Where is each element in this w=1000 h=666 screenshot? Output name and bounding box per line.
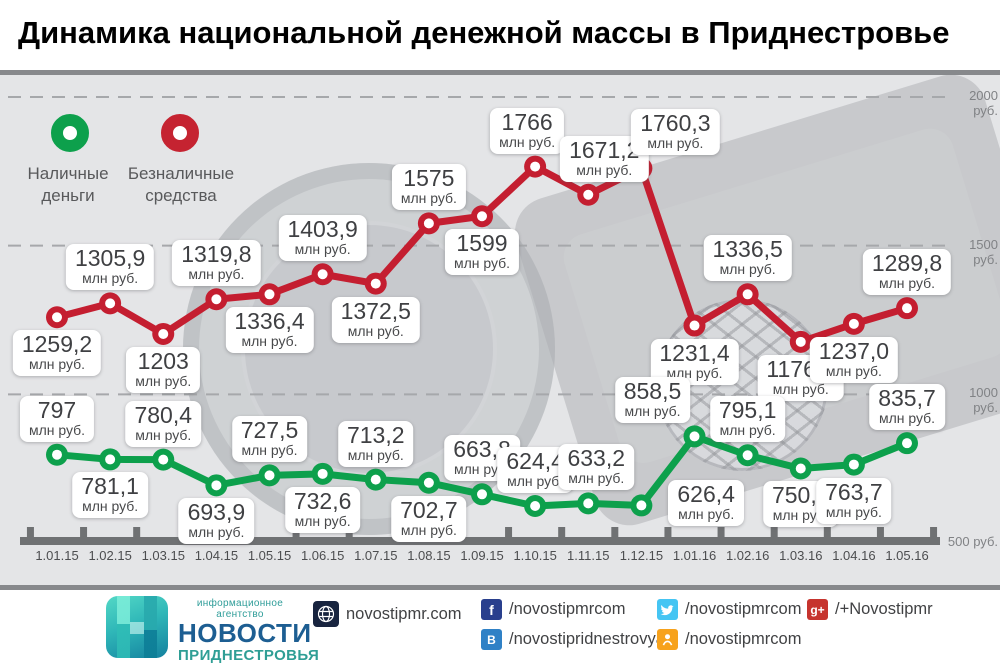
website-link[interactable]: novostipmr.com <box>313 601 462 627</box>
agency-name: НОВОСТИ <box>178 618 312 648</box>
agency-logo-text: информационное агентство НОВОСТИ ПРИДНЕС… <box>178 596 320 664</box>
divider-bottom <box>0 585 1000 590</box>
odnoklassniki-handle: /novostipmrcom <box>685 630 802 648</box>
google-plus-handle: /+Novostipmr <box>835 600 933 618</box>
agency-logo-icon <box>106 596 168 658</box>
noncash-legend-label: Безналичные средства <box>127 164 235 205</box>
agency-tagline: информационное агентство <box>196 598 284 620</box>
x-axis-tick <box>80 527 88 537</box>
facebook-icon: f <box>481 599 502 620</box>
cash-legend-marker <box>51 114 89 152</box>
facebook-link[interactable]: f /novostipmrcom <box>481 599 625 620</box>
twitter-link[interactable]: /novostipmrcom <box>657 599 801 620</box>
chart-legend: Наличные деньги Безналичные средства <box>0 75 1000 585</box>
vk-icon: В <box>481 629 502 650</box>
x-axis-tick <box>26 527 34 537</box>
divider-top <box>0 70 1000 75</box>
x-axis-tick <box>133 527 141 537</box>
noncash-legend-marker <box>161 114 199 152</box>
google-plus-icon: g+ <box>807 599 828 620</box>
chart-area: 2000 руб. 1500 руб. 1000 руб. 500 руб. 1.01.… <box>0 75 1000 585</box>
agency-region: ПРИДНЕСТРОВЬЯ <box>178 647 320 664</box>
cash-legend-label: Наличные деньги <box>27 164 109 205</box>
page-title: Динамика национальной денежной массы в П… <box>18 15 950 50</box>
website-url: novostipmr.com <box>346 604 462 623</box>
footer: информационное агентство НОВОСТИ ПРИДНЕС… <box>0 590 1000 666</box>
odnoklassniki-icon <box>657 629 678 650</box>
x-axis <box>20 537 940 545</box>
google-plus-link[interactable]: g+ /+Novostipmr <box>807 599 933 620</box>
odnoklassniki-link[interactable]: /novostipmrcom <box>657 629 801 650</box>
vk-handle: /novostipridnestrovya <box>509 630 665 648</box>
vk-link[interactable]: В /novostipridnestrovya <box>481 629 665 650</box>
facebook-handle: /novostipmrcom <box>509 600 626 618</box>
globe-icon <box>313 601 339 627</box>
twitter-icon <box>657 599 678 620</box>
twitter-handle: /novostipmrcom <box>685 600 802 618</box>
agency-logo[interactable]: информационное агентство НОВОСТИ ПРИДНЕС… <box>106 596 320 664</box>
